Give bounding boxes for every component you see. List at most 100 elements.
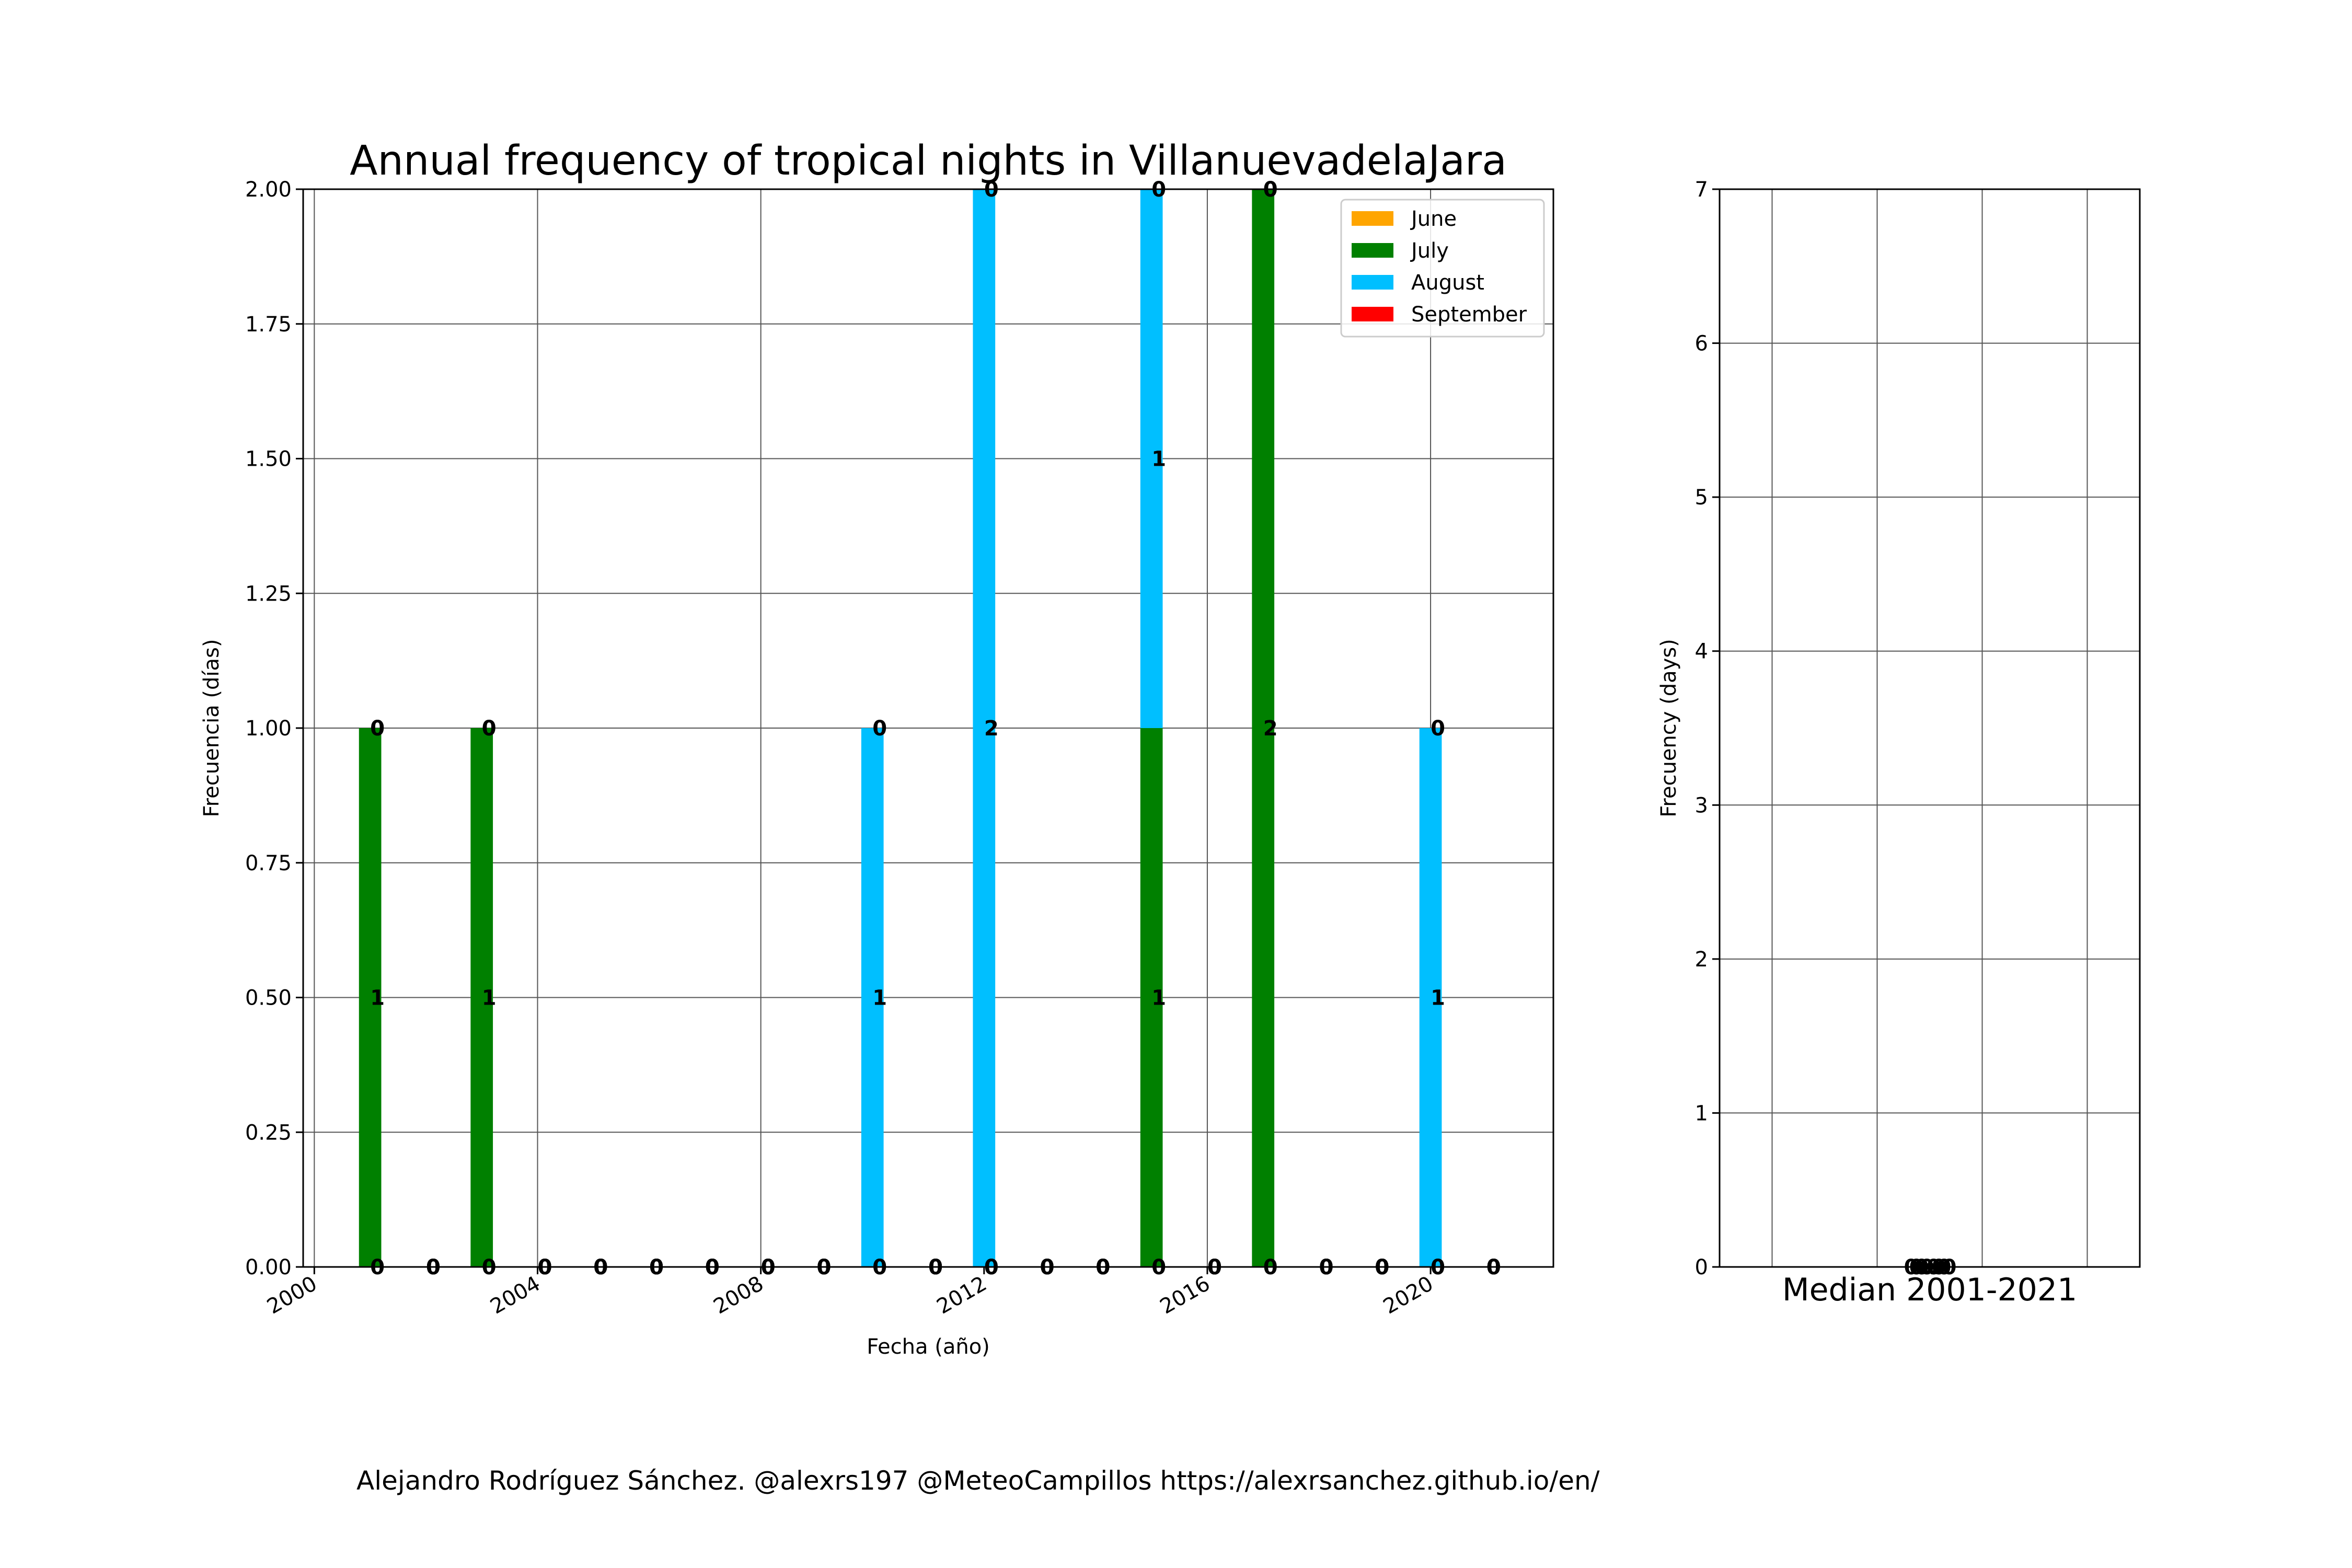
data-label: 1 [1151,986,1166,1010]
data-label: 0 [1096,1255,1110,1279]
data-label: 0 [928,1255,943,1279]
median-y-tick-label: 1 [1695,1101,1708,1125]
y-tick-label: 1.50 [245,447,292,471]
y-tick-label: 1.75 [245,313,292,337]
data-label: 1 [370,986,385,1010]
data-label: 0 [538,1255,552,1279]
median-data-label: 0.0 [1915,1255,1952,1279]
legend-label-june: June [1410,207,1457,231]
legend: June July August September [1340,199,1545,338]
data-label: 1 [1431,986,1445,1010]
data-label: 0 [1486,1255,1501,1279]
x-axis-label: Fecha (año) [867,1335,990,1359]
data-label: 0 [705,1255,720,1279]
data-label: 0 [593,1255,608,1279]
data-label: 0 [593,1255,608,1279]
chart-title: Annual frequency of tropical nights in V… [350,137,1507,185]
data-label: 0 [984,178,999,202]
data-label: 0 [817,1255,832,1279]
data-label: 0 [872,1255,887,1279]
data-label: 0 [984,1255,999,1279]
data-label: 0 [538,1255,552,1279]
data-label: 0 [1207,1255,1222,1279]
data-label: 0 [482,717,497,741]
data-label: 0 [1207,1255,1222,1279]
median-y-tick-label: 0 [1695,1255,1708,1279]
median-y-tick-label: 3 [1695,793,1708,817]
data-label: 0 [928,1255,943,1279]
data-label: 0 [1319,1255,1334,1279]
median-y-tick-label: 6 [1695,332,1708,356]
data-label: 0 [482,1255,497,1279]
data-label: 0 [370,717,385,741]
y-tick-label: 0.75 [245,851,292,875]
data-label: 2 [1263,717,1278,741]
data-label: 0 [817,1255,832,1279]
y-tick-label: 1.25 [245,582,292,606]
legend-label-july: July [1410,239,1449,263]
median-data-label: 0.0 [1920,1255,1957,1279]
y-tick-label: 1.00 [245,717,292,741]
data-label: 2 [984,717,999,741]
data-label: 0 [817,1255,832,1279]
data-label: 0 [1096,1255,1110,1279]
data-label: 0 [370,1255,385,1279]
data-label: 1 [482,986,497,1010]
data-label: 0 [1431,1255,1445,1279]
bar-july-2003 [470,728,493,1267]
data-label: 0 [761,1255,776,1279]
footer-credit: Alejandro Rodríguez Sánchez. @alexrs197 … [356,1466,1600,1496]
data-label: 0 [761,1255,776,1279]
median-grid [1720,189,2140,1267]
bar-august-2020 [1419,728,1442,1267]
legend-swatch-july [1352,243,1393,258]
data-label: 0 [1431,717,1445,741]
legend-label-september: September [1411,303,1527,327]
data-label: 0 [1375,1255,1389,1279]
data-label: 0 [538,1255,552,1279]
bar-august-2010 [861,728,884,1267]
data-label: 0 [872,717,887,741]
median-y-axis-label: Frecuency (days) [1657,639,1681,817]
data-label: 0 [1319,1255,1334,1279]
median-y-tick-label: 5 [1695,486,1708,510]
data-label: 0 [1375,1255,1389,1279]
median-chart: 0 1 2 3 4 5 6 7 0.00.00.00.0 Median 2001-2021 F… [1657,178,2141,1308]
data-label: 0 [649,1255,664,1279]
y-tick-label: 0.50 [245,986,292,1010]
data-label: 0 [593,1255,608,1279]
data-label: 0 [928,1255,943,1279]
legend-swatch-september [1352,307,1393,321]
data-label: 0 [984,1255,999,1279]
data-label: 0 [1040,1255,1055,1279]
legend-label-august: August [1411,271,1484,295]
data-label: 0 [705,1255,720,1279]
median-y-tick-label: 2 [1695,948,1708,972]
main-chart: 0.00 0.25 0.50 0.75 1.00 1.25 1.50 1.75 2.00 2 0 0 0… [200,137,1554,1359]
y-tick-label: 0.00 [245,1255,292,1279]
data-label: 0 [817,1255,832,1279]
legend-swatch-june [1352,211,1393,226]
data-label: 0 [1040,1255,1055,1279]
legend-frame [1340,199,1545,338]
data-label: 1 [872,986,887,1010]
y-tick-label: 0.25 [245,1121,292,1145]
data-label: 0 [1375,1255,1389,1279]
data-label: 0 [1319,1255,1334,1279]
data-label: 0 [1263,178,1278,202]
data-label: 0 [1207,1255,1222,1279]
data-label: 0 [1319,1255,1334,1279]
data-label: 0 [1431,1255,1445,1279]
data-label: 0 [1040,1255,1055,1279]
data-label: 0 [1263,1255,1278,1279]
legend-swatch-august [1352,275,1393,290]
data-label: 0 [1486,1255,1501,1279]
data-label: 0 [426,1255,441,1279]
median-plot-frame [1719,188,2141,1268]
bar-august-2015 [1140,189,1163,728]
bar-august-2012 [973,189,996,1267]
data-label: 0 [482,717,497,741]
median-data-labels: 0.00.00.00.0 [1904,1255,1957,1279]
